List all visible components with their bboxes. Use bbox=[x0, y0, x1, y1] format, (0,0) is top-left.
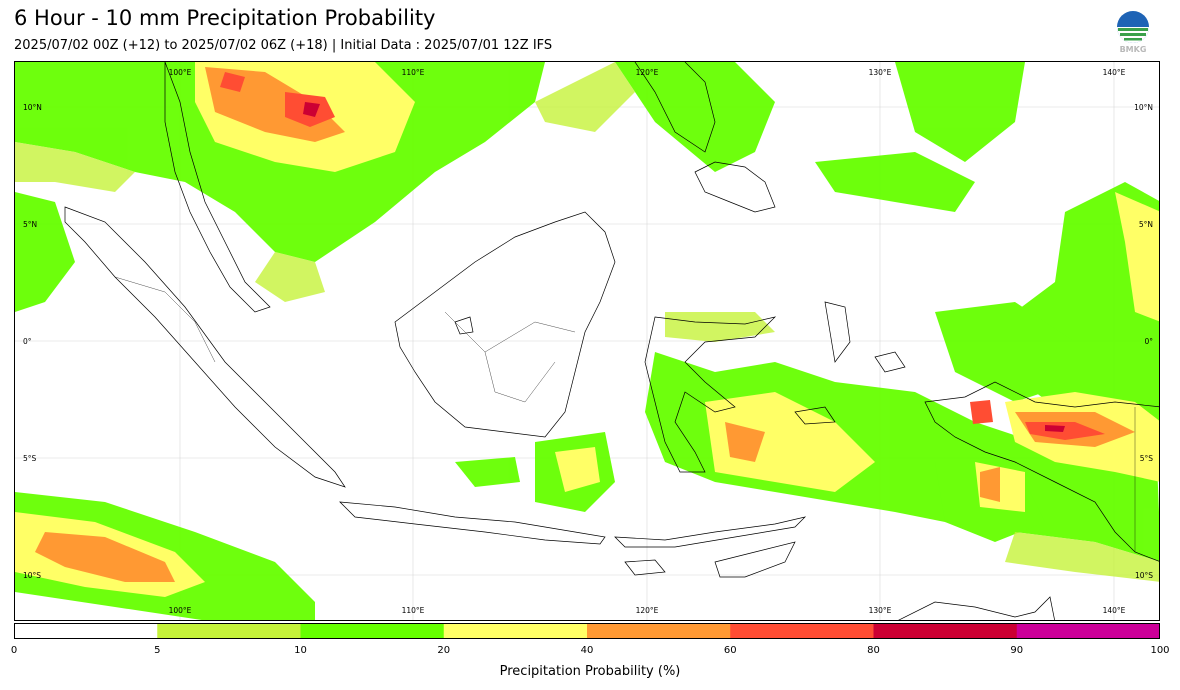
lon-label-bottom: 130°E bbox=[869, 606, 892, 615]
colorbar-tick-label: 20 bbox=[437, 645, 451, 656]
lat-label-right: 5°N bbox=[1139, 220, 1153, 229]
lon-label-top: 100°E bbox=[169, 68, 192, 77]
lat-label-right: 5°S bbox=[1140, 454, 1154, 463]
map-subtitle: 2025/07/02 00Z (+12) to 2025/07/02 06Z (… bbox=[14, 38, 553, 53]
colorbar-tick-label: 80 bbox=[867, 645, 880, 656]
lon-label-top: 130°E bbox=[869, 68, 892, 77]
lat-label-left: 0° bbox=[23, 337, 32, 346]
lat-label-left: 10°N bbox=[23, 103, 42, 112]
colorbar-segment bbox=[873, 623, 1018, 639]
map-title: 6 Hour - 10 mm Precipitation Probability bbox=[14, 6, 436, 30]
colorbar bbox=[14, 623, 1160, 639]
colorbar-segment bbox=[14, 623, 158, 639]
lat-label-right: 10°S bbox=[1135, 571, 1153, 580]
lon-label-bottom: 100°E bbox=[169, 606, 192, 615]
lon-label-top: 120°E bbox=[636, 68, 659, 77]
lat-label-right: 10°N bbox=[1134, 103, 1153, 112]
colorbar-tick-label: 10 bbox=[294, 645, 307, 656]
bmkg-logo-icon: BMKG bbox=[1114, 10, 1152, 54]
lon-label-top: 110°E bbox=[402, 68, 425, 77]
lat-label-right: 0° bbox=[1144, 337, 1153, 346]
colorbar-segment bbox=[730, 623, 874, 639]
colorbar-tick-label: 100 bbox=[1150, 645, 1170, 656]
lat-label-left: 5°S bbox=[23, 454, 37, 463]
colorbar-tick-label: 0 bbox=[10, 645, 18, 656]
colorbar-tick-label: 5 bbox=[154, 645, 161, 656]
colorbar-tick-label: 40 bbox=[580, 645, 594, 656]
lon-label-top: 140°E bbox=[1103, 68, 1126, 77]
colorbar-tick-label: 90 bbox=[1010, 645, 1024, 656]
colorbar-segment bbox=[300, 623, 445, 639]
colorbar-label: Precipitation Probability (%) bbox=[499, 664, 681, 679]
colorbar-tick-label: 60 bbox=[723, 645, 737, 656]
lon-label-bottom: 110°E bbox=[402, 606, 425, 615]
svg-text:BMKG: BMKG bbox=[1120, 45, 1147, 54]
colorbar-segment bbox=[587, 623, 731, 639]
lon-label-bottom: 140°E bbox=[1103, 606, 1126, 615]
colorbar-segment bbox=[157, 623, 301, 639]
lon-label-bottom: 120°E bbox=[636, 606, 659, 615]
lat-label-left: 10°S bbox=[23, 571, 41, 580]
colorbar-ticks: 0 5 10 20 40 60 80 90 100 bbox=[10, 645, 1170, 659]
colorbar-segment bbox=[1016, 623, 1160, 639]
lat-label-left: 5°N bbox=[23, 220, 37, 229]
colorbar-segment bbox=[443, 623, 588, 639]
precipitation-map: 100°E 110°E 120°E 130°E 140°E 100°E 110°… bbox=[14, 61, 1160, 621]
